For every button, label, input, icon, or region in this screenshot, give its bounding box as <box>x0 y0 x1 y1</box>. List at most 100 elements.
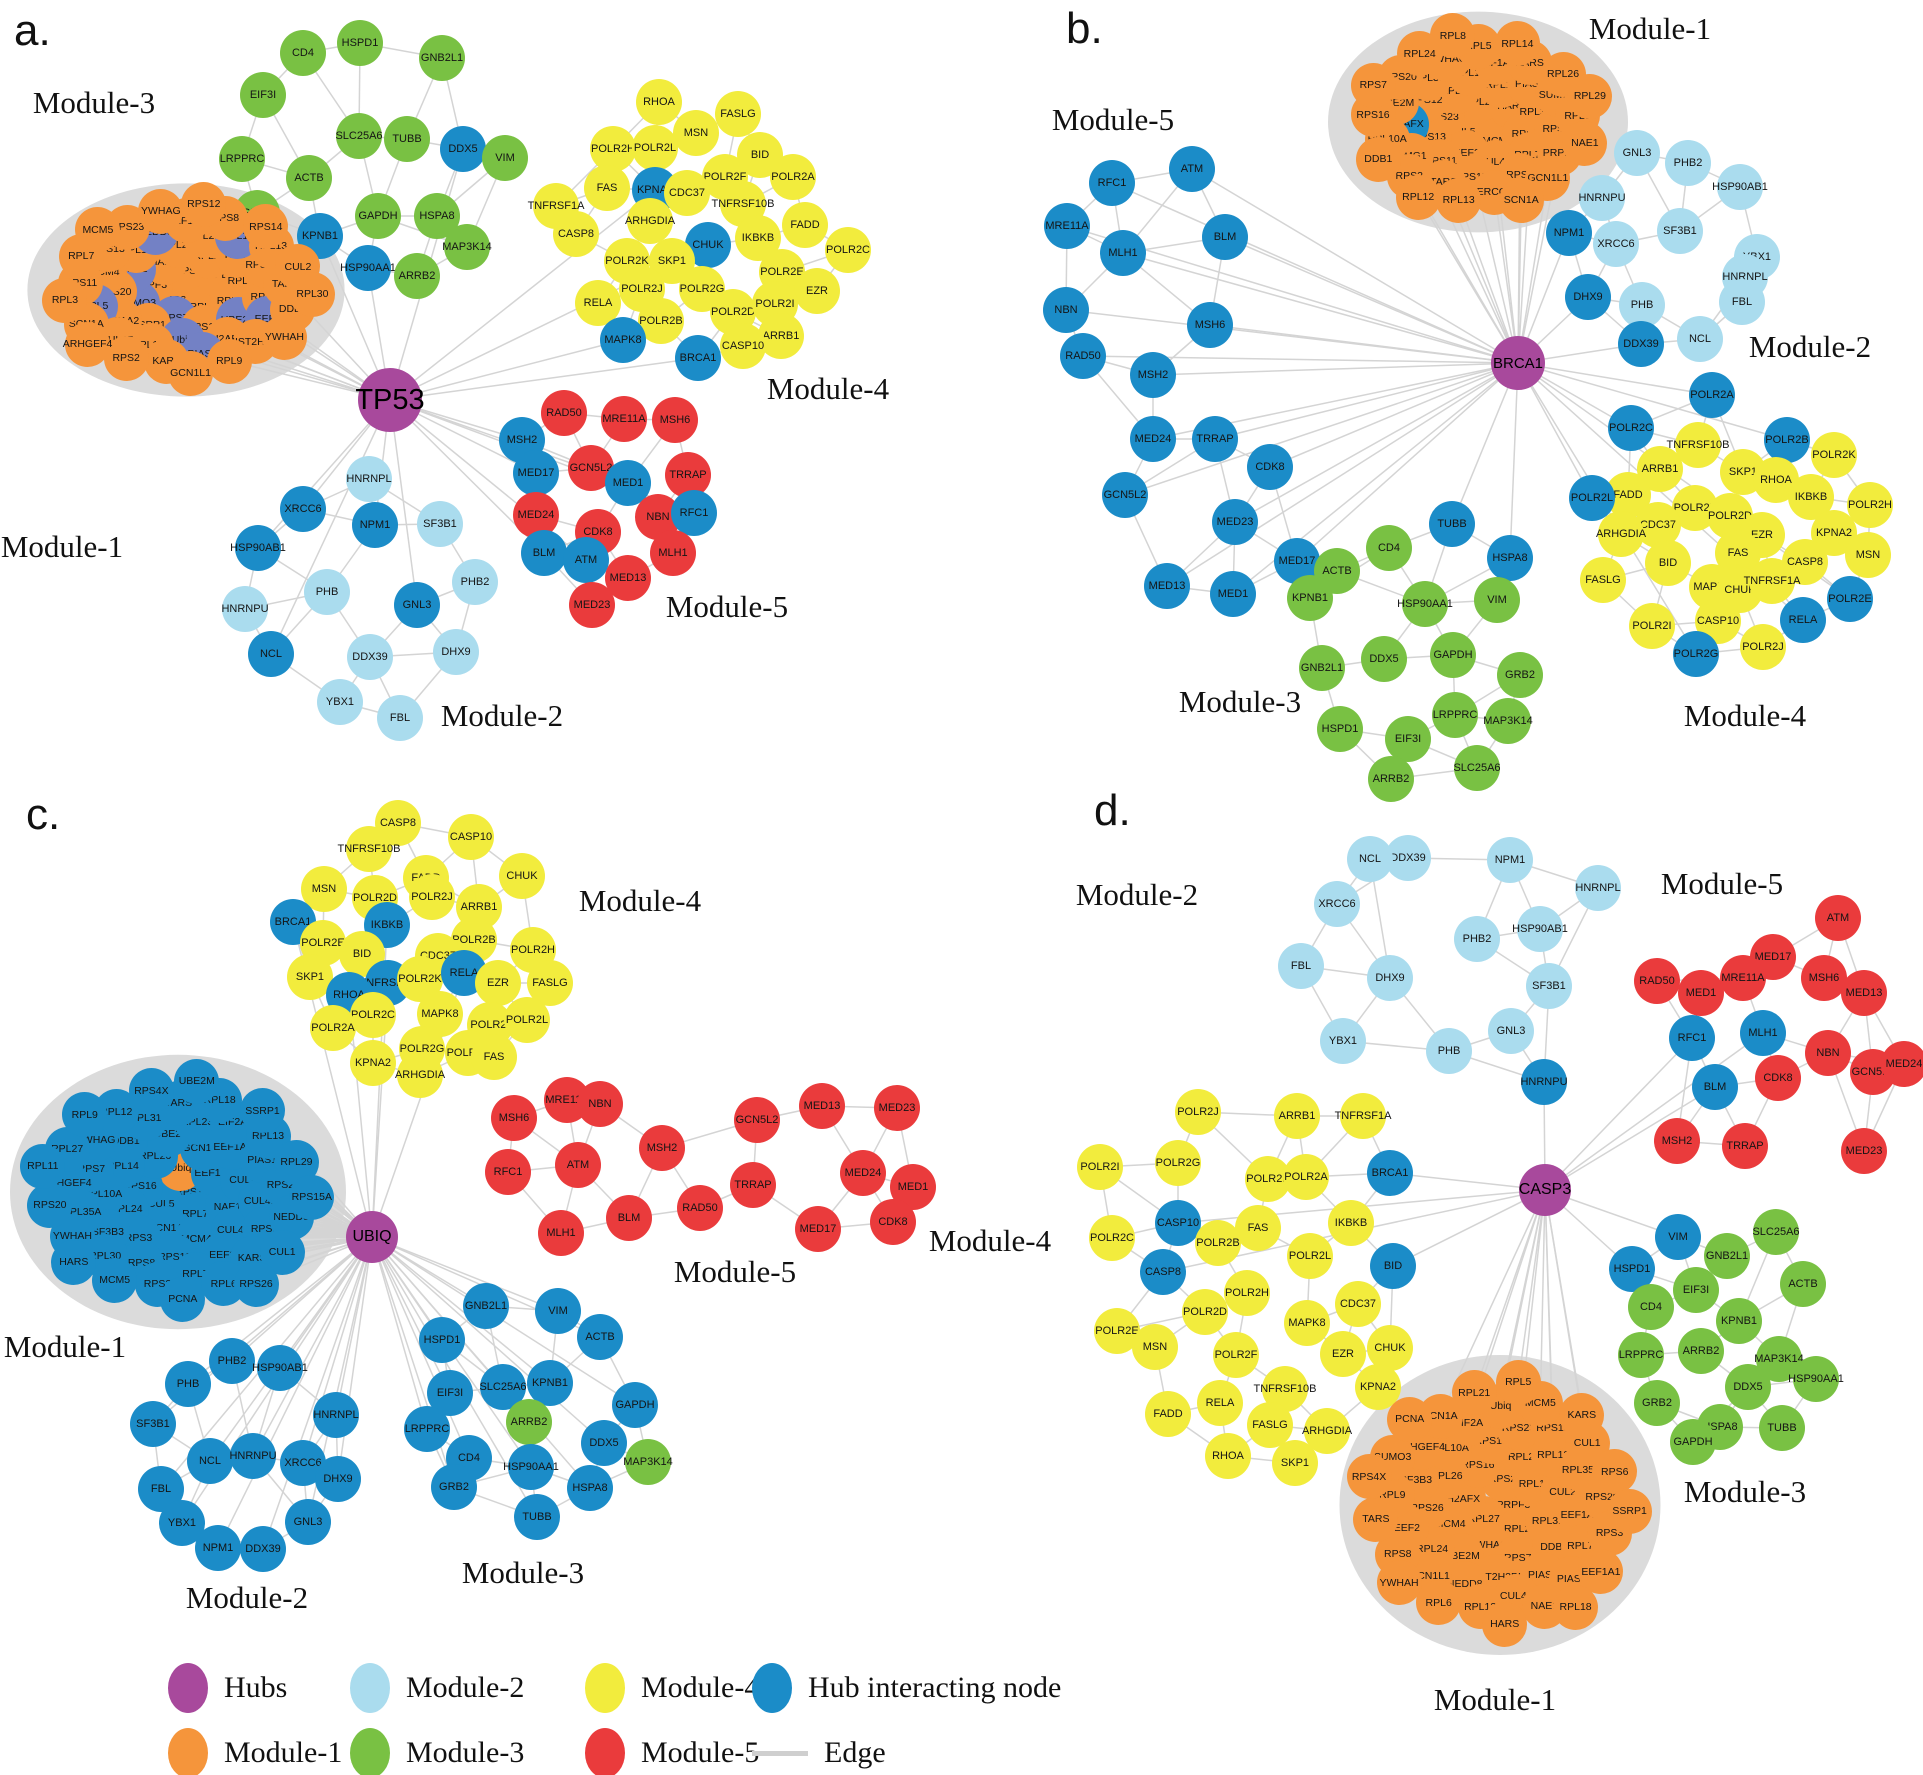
node-polr2a: POLR2A <box>1689 372 1735 418</box>
hubs-swatch <box>168 1663 208 1713</box>
edge <box>1224 236 1519 364</box>
node-hnrnpl: HNRNPL <box>313 1392 359 1438</box>
node-polr2c: POLR2C <box>350 992 396 1038</box>
edge <box>1191 168 1519 364</box>
node-fbl: FBL <box>1278 943 1324 989</box>
node-rfc1: RFC1 <box>485 1149 531 1195</box>
node-rps6: RPS6 <box>1592 1449 1638 1495</box>
edge <box>1111 182 1519 364</box>
node-bid: BID <box>1645 540 1691 586</box>
node-dhx9: DHX9 <box>315 1456 361 1502</box>
edge <box>371 1236 428 1430</box>
node-cdk8: CDK8 <box>870 1199 916 1245</box>
legend-label: Hubs <box>224 1671 288 1704</box>
edge <box>371 1236 591 1489</box>
edge <box>1124 362 1519 496</box>
node-tars: TARS <box>1353 1496 1399 1542</box>
edge <box>1509 362 1519 559</box>
node-blm: BLM <box>1692 1064 1738 1110</box>
node-vim: VIM <box>535 1288 581 1334</box>
node-nbn: NBN <box>577 1081 623 1127</box>
edge <box>270 399 391 655</box>
node-gnb2l1: GNB2L1 <box>463 1283 509 1329</box>
legend-label: Edge <box>824 1736 886 1769</box>
edge <box>217 1236 373 1549</box>
edge <box>1451 362 1519 525</box>
node-polr2b: POLR2B <box>1195 1220 1241 1266</box>
node-slc25a6: SLC25A6 <box>335 113 383 159</box>
node-rps20: RPS20 <box>27 1182 73 1228</box>
node-arhgdia: ARHGDIA <box>395 1052 445 1098</box>
module-caption-module-5-b: Module-5 <box>1051 102 1175 137</box>
edge <box>389 399 418 606</box>
module-caption-module-4-b: Module-4 <box>1683 698 1807 733</box>
node-tnfrsf1a: TNFRSF1A <box>1335 1093 1391 1139</box>
legend-label: Hub interacting node <box>808 1671 1062 1704</box>
node-rpl29: RPL29 <box>1567 74 1613 120</box>
edge <box>1517 362 1788 441</box>
node-polr2i: POLR2I <box>1629 603 1675 649</box>
node-chuk: CHUK <box>499 853 545 899</box>
panel-letter-c: c. <box>26 790 61 839</box>
hub-casp3: CASP3 <box>1519 1164 1571 1216</box>
node-rps14: RPS14 <box>243 204 289 250</box>
node-rps4x: RPS4X <box>128 1068 174 1114</box>
node-msh6: MSH6 <box>491 1095 537 1141</box>
module-caption-module-3-b: Module-3 <box>1178 684 1302 719</box>
node-phb: PHB <box>165 1361 211 1407</box>
node-rpl14: RPL14 <box>1494 21 1540 67</box>
node-blm: BLM <box>606 1195 652 1241</box>
node-rpl9: RPL9 <box>206 338 252 384</box>
node-tubb: TUBB <box>384 116 430 162</box>
edge <box>389 357 699 401</box>
node-actb: ACTB <box>286 155 332 201</box>
node-rad50: RAD50 <box>1634 958 1680 1004</box>
edge <box>1517 1189 1546 1383</box>
node-rfc1: RFC1 <box>1669 1015 1715 1061</box>
node-hnrnpl: HNRNPL <box>1575 865 1621 911</box>
node-skp1: SKP1 <box>1272 1440 1318 1486</box>
node-polr2a: POLR2A <box>770 154 816 200</box>
node-chuk: CHUK <box>1367 1325 1413 1371</box>
node-polr2j: POLR2J <box>409 874 455 920</box>
node-med13: MED13 <box>605 555 651 601</box>
node-arhgdia: ARHGDIA <box>1596 511 1646 557</box>
node-polr2l: POLR2L <box>1287 1233 1333 1279</box>
node-sf3b1: SF3B1 <box>1526 963 1572 1009</box>
node-mcm5: MCM5 <box>92 1257 138 1303</box>
node-rfc1: RFC1 <box>1089 160 1135 206</box>
node-ddx5: DDX5 <box>581 1420 627 1466</box>
node-med24: MED24 <box>1881 1041 1923 1087</box>
node-lrpprc: LRPPRC <box>404 1406 450 1452</box>
node-xrcc6: XRCC6 <box>1314 881 1360 927</box>
node-kars: KARS <box>1559 1392 1605 1438</box>
node-fas: FAS <box>584 165 630 211</box>
node-ncl: NCL <box>187 1438 233 1484</box>
node-mlh1: MLH1 <box>650 530 696 576</box>
module-4-swatch <box>585 1663 625 1713</box>
node-fas: FAS <box>1235 1205 1281 1251</box>
node-grb2: GRB2 <box>1497 652 1543 698</box>
node-rpl26: RPL26 <box>1540 51 1586 97</box>
node-med13: MED13 <box>1841 970 1887 1016</box>
node-faslg: FASLG <box>1247 1402 1293 1448</box>
node-cdk8: CDK8 <box>1755 1055 1801 1101</box>
node-gapdh: GAPDH <box>1430 632 1476 678</box>
node-hnrnpu: HNRNPU <box>1578 175 1626 221</box>
node-arrb1: ARRB1 <box>758 313 804 359</box>
module-caption-module-3-a: Module-3 <box>32 85 156 120</box>
node-dhx9: DHX9 <box>433 629 479 675</box>
node-polr2c: POLR2C <box>1608 405 1654 451</box>
node-phb2: PHB2 <box>452 559 498 605</box>
node-med23: MED23 <box>569 582 615 628</box>
node-polr2c: POLR2C <box>825 227 871 273</box>
node-arhgef4: ARHGEF4 <box>63 322 112 368</box>
legend-item-module-4: Module-4 <box>585 1661 759 1715</box>
edge <box>389 339 624 401</box>
node-ddx5: DDX5 <box>440 126 486 172</box>
node-rpl3: RPL3 <box>42 277 88 323</box>
node-atm: ATM <box>563 537 609 583</box>
panel-letter-b: b. <box>1066 4 1103 53</box>
node-polr2l: POLR2L <box>504 997 550 1043</box>
legend-item-hub-interacting-node: Hub interacting node <box>752 1661 1061 1715</box>
